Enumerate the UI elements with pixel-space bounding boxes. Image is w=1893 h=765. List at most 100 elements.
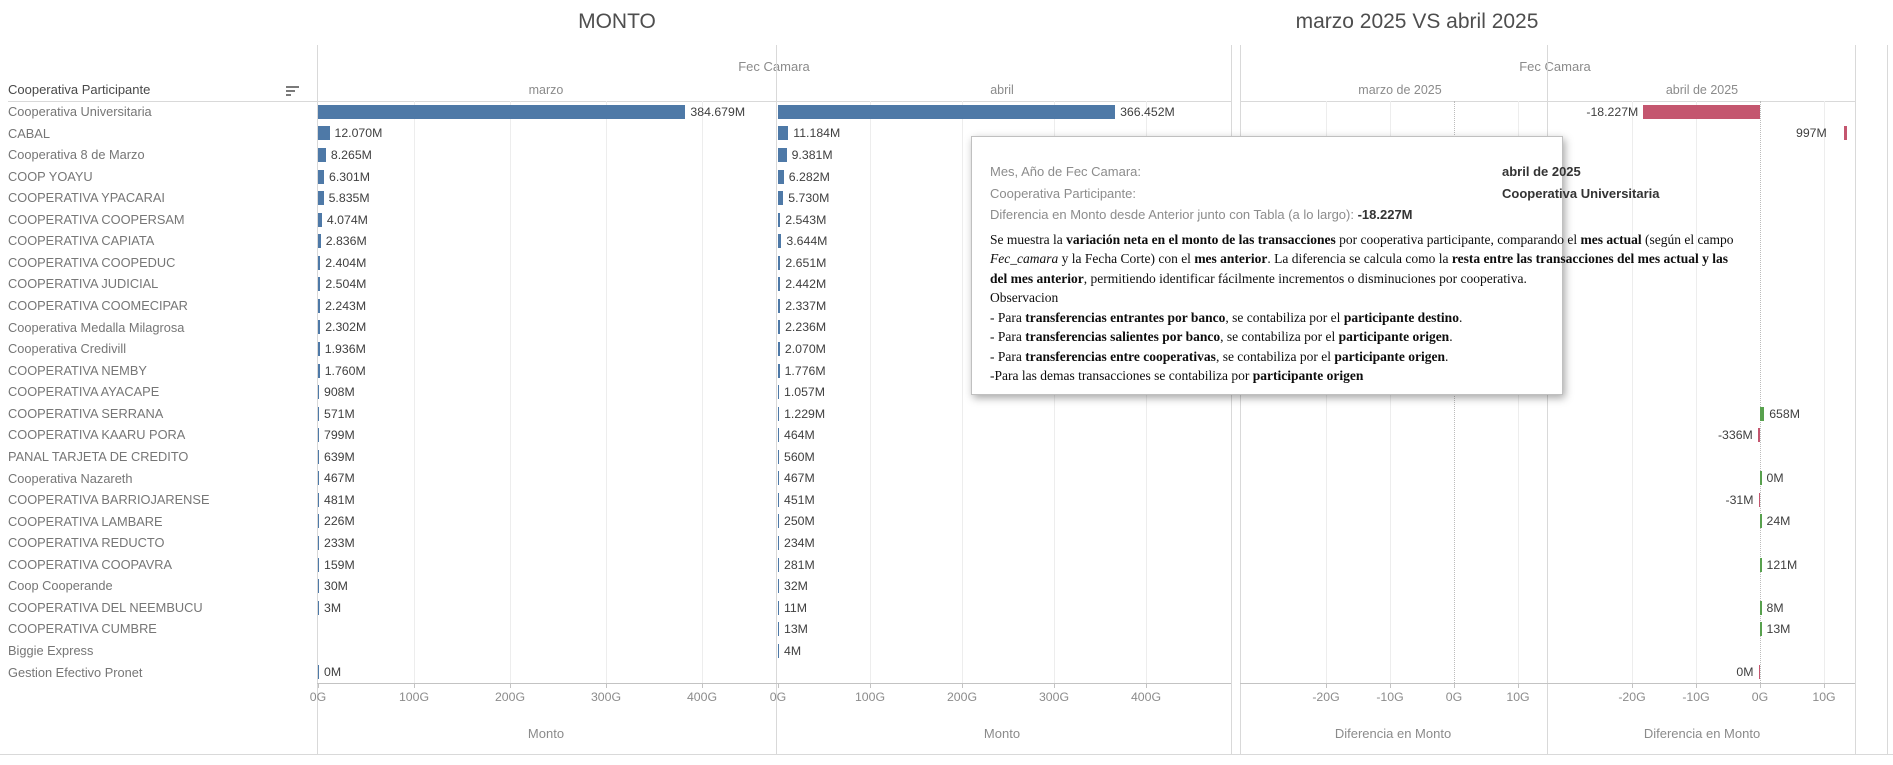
abril-bar[interactable] (778, 536, 779, 550)
abril-bar[interactable] (778, 320, 781, 335)
abril-bar[interactable] (778, 385, 779, 400)
row-label[interactable]: COOPERATIVA DEL NEEMBUCU (8, 599, 203, 615)
abril-bar[interactable] (778, 643, 779, 658)
marzo-bar[interactable] (318, 255, 321, 270)
row-label[interactable]: Cooperativa 8 de Marzo (8, 147, 145, 163)
diff-bar[interactable] (1760, 406, 1765, 421)
row-label[interactable]: Cooperativa Nazareth (8, 470, 133, 486)
row-label[interactable]: COOPERATIVA KAARU PORA (8, 427, 186, 443)
abril-bar[interactable] (778, 514, 779, 529)
marzo-bar[interactable] (318, 579, 319, 594)
diff-bar[interactable] (1760, 600, 1762, 615)
abril-bar[interactable] (778, 492, 779, 507)
marzo-bar[interactable] (318, 126, 330, 141)
marzo-bar[interactable] (318, 449, 319, 464)
abril-bar[interactable] (778, 600, 779, 615)
abril-bar[interactable] (778, 449, 779, 464)
marzo-bar[interactable] (318, 514, 319, 529)
row-label[interactable]: PANAL TARJETA DE CREDITO (8, 448, 189, 464)
axis-title-monto-abril: Monto (983, 726, 1021, 741)
abril-bar-value: 32M (784, 579, 808, 594)
abril-bar[interactable] (778, 341, 780, 356)
abril-bar[interactable] (778, 212, 781, 227)
diff-bar[interactable] (1758, 665, 1760, 680)
marzo-bar[interactable] (318, 147, 326, 162)
row-label[interactable]: COOPERATIVA COOPAVRA (8, 556, 173, 572)
marzo-bar[interactable] (318, 212, 322, 227)
marzo-bar[interactable] (318, 428, 319, 443)
marzo-bar[interactable] (318, 385, 319, 400)
row-label[interactable]: COOPERATIVA AYACAPE (8, 384, 160, 400)
marzo-bar[interactable] (318, 600, 319, 615)
tick-label: 0G (769, 690, 787, 705)
abril-bar[interactable] (778, 471, 779, 486)
marzo-bar[interactable] (318, 191, 324, 205)
row-label[interactable]: COOPERATIVA NEMBY (8, 362, 147, 378)
row-label[interactable]: COOPERATIVA LAMBARE (8, 513, 163, 529)
abril-bar[interactable] (778, 622, 779, 637)
abril-bar[interactable] (778, 104, 1116, 119)
diff-bar[interactable] (1758, 492, 1760, 507)
marzo-bar[interactable] (318, 665, 319, 680)
marzo-bar[interactable] (318, 104, 686, 119)
marzo-bar[interactable] (318, 557, 319, 572)
abril-bar[interactable] (778, 428, 779, 443)
abril-bar[interactable] (778, 126, 789, 141)
diff-bar[interactable] (1757, 428, 1760, 443)
abril-bar[interactable] (778, 363, 780, 378)
abril-bar[interactable] (778, 579, 779, 594)
diff-bar[interactable] (1760, 622, 1762, 637)
marzo-bar[interactable] (318, 536, 319, 550)
row-label[interactable]: COOPERATIVA CUMBRE (8, 621, 157, 637)
abril-bar[interactable] (778, 234, 782, 249)
abril-bar[interactable] (778, 147, 787, 162)
row-label[interactable]: Biggie Express (8, 643, 94, 658)
abril-bar[interactable] (778, 255, 781, 270)
row-label[interactable]: COOPERATIVA COOPERSAM (8, 211, 185, 227)
row-label[interactable]: COOPERATIVA BARRIOJARENSE (8, 492, 210, 508)
row-label[interactable]: COOPERATIVA YPACARAI (8, 190, 165, 206)
row-label[interactable]: COOPERATIVA SERRANA (8, 405, 164, 421)
row-label[interactable]: COOPERATIVA COOMECIPAR (8, 298, 188, 314)
marzo-bar[interactable] (318, 341, 320, 356)
abril-bar[interactable] (778, 406, 780, 421)
marzo-bar[interactable] (318, 298, 321, 313)
marzo-bar[interactable] (318, 320, 321, 335)
row-label[interactable]: COOPERATIVA COOPEDUC (8, 254, 176, 270)
row-label[interactable]: CABAL (8, 125, 50, 141)
row-label[interactable]: COOP YOAYU (8, 168, 93, 184)
row-label[interactable]: COOPERATIVA CAPIATA (8, 233, 155, 249)
tooltip-text-line: -Para las demas transacciones se contabi… (990, 368, 1364, 383)
marzo-bar[interactable] (318, 234, 321, 249)
sort-icon[interactable] (286, 86, 300, 97)
row-label[interactable]: Cooperativa Credivill (8, 341, 127, 357)
row-label[interactable]: Coop Cooperande (8, 578, 113, 594)
diff-bar[interactable] (1643, 104, 1760, 119)
marzo-bar-value: 12.070M (334, 126, 383, 141)
row-label[interactable]: COOPERATIVA JUDICIAL (8, 276, 159, 292)
row-label[interactable]: Cooperativa Universitaria (8, 104, 152, 119)
abril-bar[interactable] (778, 277, 781, 292)
marzo-bar[interactable] (318, 169, 324, 184)
row-field-header[interactable]: Cooperativa Participante (8, 82, 151, 97)
row-label[interactable]: Gestion Efectivo Pronet (8, 664, 143, 680)
col-header-abril-2025: abril de 2025 (1665, 83, 1739, 97)
marzo-bar[interactable] (318, 471, 319, 486)
diff-bar[interactable] (1760, 557, 1762, 572)
row-label[interactable]: Cooperativa Medalla Milagrosa (8, 319, 185, 335)
abril-bar[interactable] (778, 557, 779, 572)
diff-bar[interactable] (1760, 471, 1762, 486)
pane-border (1855, 45, 1856, 754)
marzo-bar[interactable] (318, 277, 321, 292)
diff-bar[interactable] (1760, 514, 1762, 529)
marzo-bar[interactable] (318, 363, 320, 378)
row-label[interactable]: COOPERATIVA REDUCTO (8, 535, 165, 551)
abril-bar[interactable] (778, 298, 781, 313)
abril-bar[interactable] (778, 191, 784, 205)
diff-bar[interactable] (1844, 126, 1847, 141)
tooltip-field-value: Cooperativa Universitaria (1502, 185, 1660, 201)
marzo-bar[interactable] (318, 406, 319, 421)
tick-label: 10G (1506, 690, 1530, 705)
abril-bar[interactable] (778, 169, 784, 184)
marzo-bar[interactable] (318, 492, 319, 507)
